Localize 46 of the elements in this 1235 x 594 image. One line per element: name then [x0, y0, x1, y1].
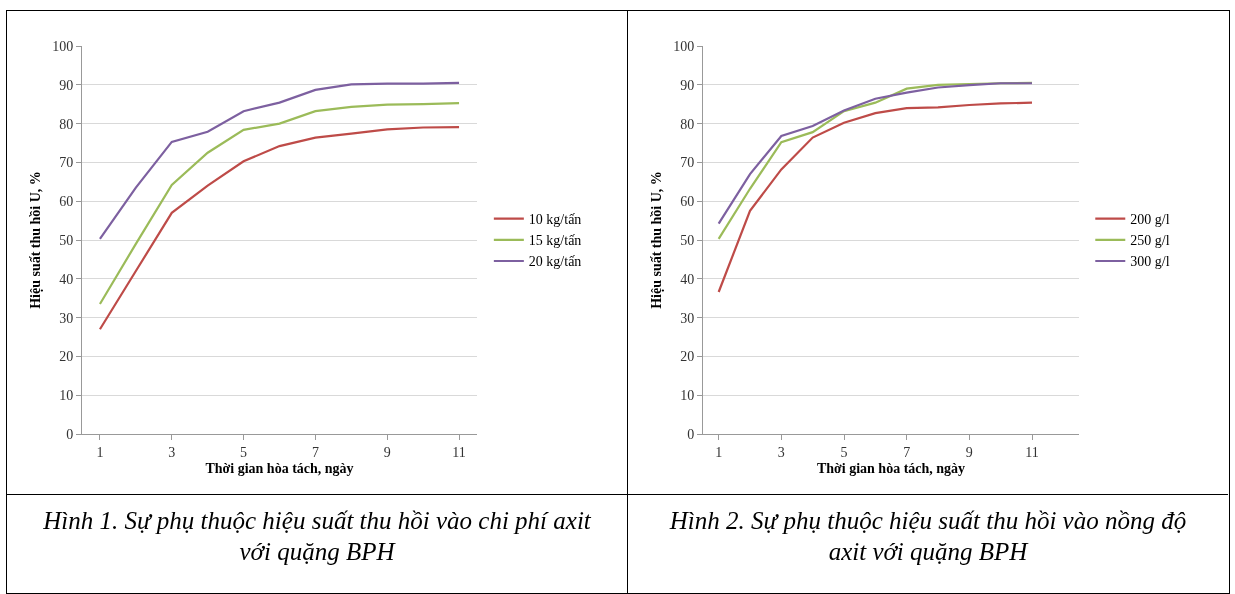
y-axis-title: Hiệu suất thu hồi U, % — [27, 171, 43, 309]
y-axis-title: Hiệu suất thu hồi U, % — [648, 171, 664, 309]
y-tick-label: 60 — [680, 194, 695, 210]
legend-label: 200 g/l — [1130, 212, 1170, 228]
y-tick-label: 0 — [687, 426, 695, 442]
legend-label: 20 kg/tấn — [528, 254, 582, 270]
y-tick-label: 100 — [52, 38, 74, 54]
y-tick-label: 10 — [680, 388, 695, 404]
x-tick-label: 9 — [965, 444, 973, 460]
y-tick-label: 0 — [66, 426, 74, 442]
x-tick-label: 1 — [715, 444, 723, 460]
y-tick-label: 90 — [59, 77, 74, 93]
legend-label: 300 g/l — [1130, 254, 1170, 270]
y-tick-label: 90 — [680, 77, 695, 93]
legend-label: 10 kg/tấn — [528, 212, 582, 228]
y-tick-label: 40 — [680, 271, 695, 287]
x-axis-title: Thời gian hòa tách, ngày — [205, 461, 354, 477]
y-tick-label: 50 — [59, 232, 74, 248]
text: Hình 2. Sự phụ thuộc hiệu suất thu hồi vào nồng độ axit với quặng BPH — [668, 506, 1188, 567]
y-tick-label: 100 — [673, 38, 695, 54]
y-tick-label: 70 — [680, 155, 695, 171]
x-tick-label: 11 — [1025, 444, 1039, 460]
legend-label: 15 kg/tấn — [528, 233, 582, 249]
x-tick-label: 7 — [311, 444, 319, 460]
y-tick-label: 80 — [59, 116, 74, 132]
y-tick-label: 20 — [680, 349, 695, 365]
y-tick-label: 20 — [59, 349, 74, 365]
y-tick-label: 70 — [59, 155, 74, 171]
x-tick-label: 5 — [240, 444, 248, 460]
y-tick-label: 40 — [59, 271, 74, 287]
y-tick-label: 60 — [59, 194, 74, 210]
text: Hình 1. Sự phụ thuộc hiệu suất thu hồi vào chi phí axit với quặng BPH — [42, 506, 592, 567]
y-tick-label: 80 — [680, 116, 695, 132]
x-tick-label: 1 — [96, 444, 104, 460]
x-tick-label: 5 — [840, 444, 848, 460]
x-tick-label: 11 — [452, 444, 466, 460]
y-tick-label: 50 — [680, 232, 695, 248]
x-tick-label: 3 — [777, 444, 785, 460]
x-tick-label: 9 — [383, 444, 391, 460]
legend-label: 250 g/l — [1130, 233, 1170, 249]
y-tick-label: 30 — [59, 310, 74, 326]
x-tick-label: 7 — [903, 444, 911, 460]
y-tick-label: 10 — [59, 388, 74, 404]
y-tick-label: 30 — [680, 310, 695, 326]
x-axis-title: Thời gian hòa tách, ngày — [816, 461, 966, 477]
x-tick-label: 3 — [168, 444, 176, 460]
